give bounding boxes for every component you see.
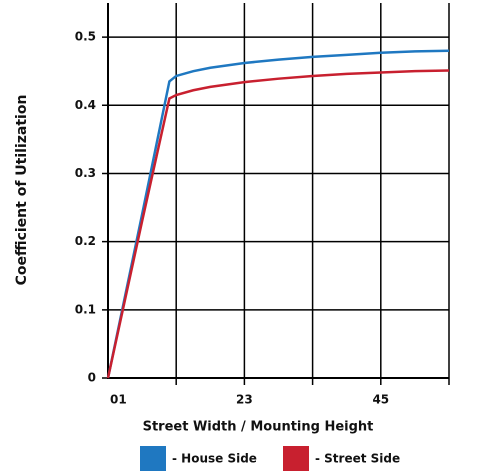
x-tick-label: 01 xyxy=(110,393,127,407)
x-tick-label: 23 xyxy=(236,393,253,407)
y-tick-label: 0 xyxy=(88,371,96,385)
y-tick-label: 0.3 xyxy=(75,166,96,180)
y-tick-label: 0.2 xyxy=(75,234,96,248)
y-tick-label: 0.5 xyxy=(75,30,96,44)
legend-swatch xyxy=(283,446,309,471)
y-axis-title: Coefficient of Utilization xyxy=(14,95,30,286)
legend-swatch xyxy=(140,446,166,471)
series-line xyxy=(106,69,450,379)
legend-label: - Street Side xyxy=(315,452,400,466)
x-tick-label: 45 xyxy=(372,393,389,407)
series-line xyxy=(106,49,450,379)
y-tick-label: 0.1 xyxy=(75,302,96,316)
y-tick-label: 0.4 xyxy=(75,98,96,112)
legend-label: - House Side xyxy=(172,452,257,466)
x-axis-title: Street Width / Mounting Height xyxy=(143,420,374,435)
